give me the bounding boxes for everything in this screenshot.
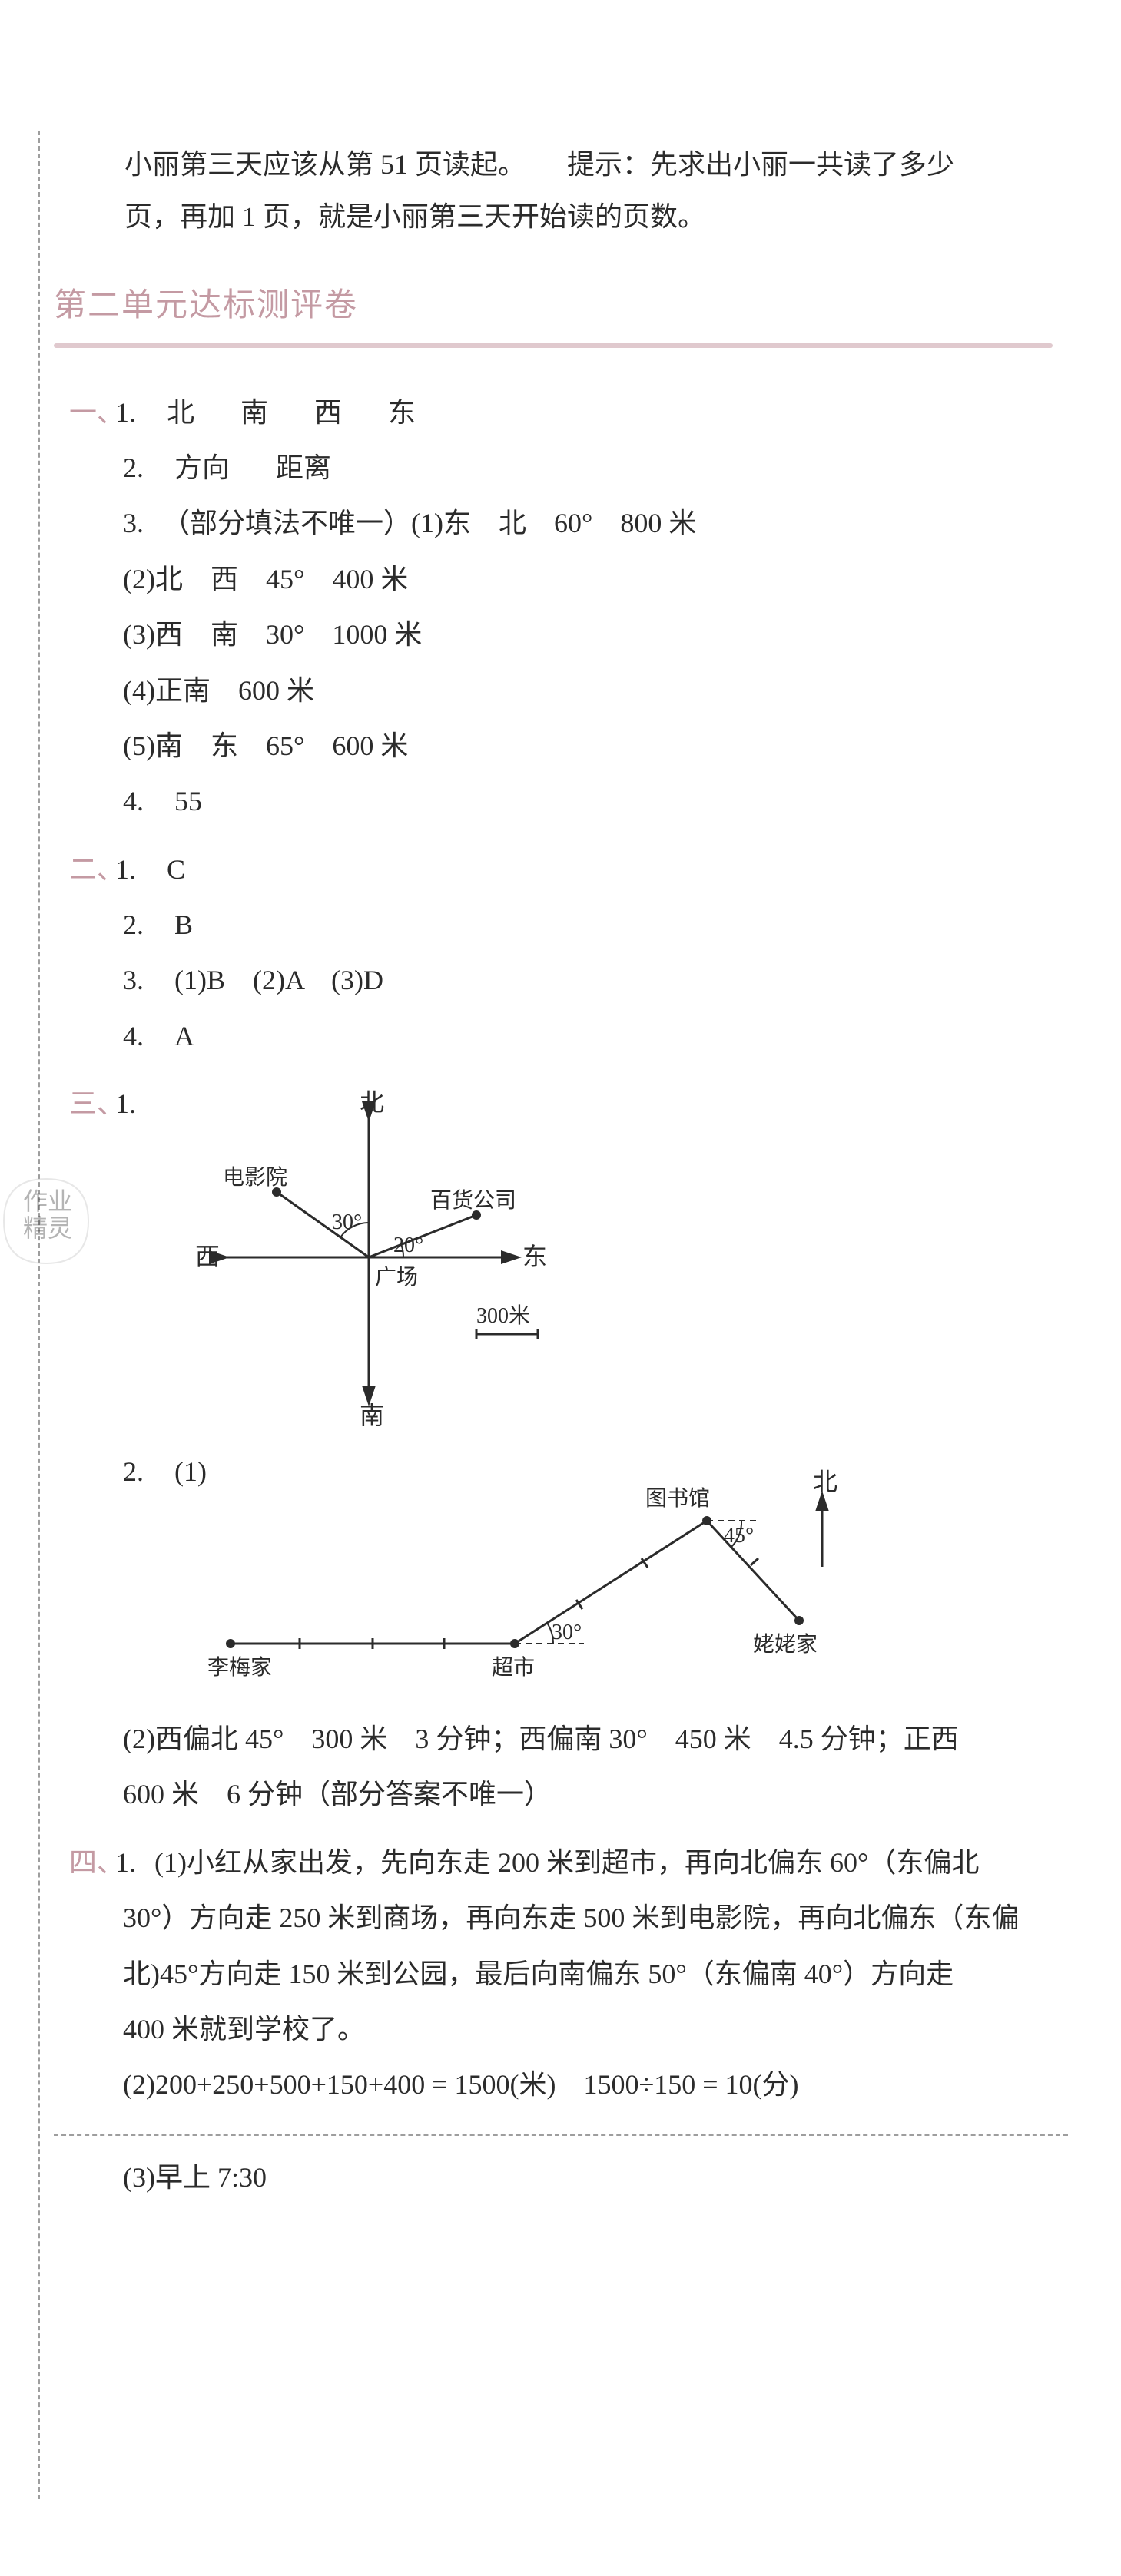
s2-q4-val: A	[174, 1010, 194, 1062]
q1-c: 西	[314, 386, 342, 439]
home-label: 李梅家	[207, 1655, 272, 1680]
section-3-label: 三、	[69, 1078, 115, 1130]
s2-q2-val: B	[174, 899, 193, 951]
svg-text:精灵: 精灵	[23, 1214, 72, 1242]
section-2-q3: 3. (1)B (2)A (3)D	[123, 954, 1067, 1006]
intro-line-2: 页，再加 1 页，就是小丽第三天开始读的页数。	[69, 190, 1067, 243]
center-label: 广场	[375, 1265, 418, 1290]
s4-l6: (3)早上 7:30	[123, 2151, 267, 2204]
s4-l2: 30°）方向走 250 米到商场，再向东走 500 米到电影院，再向北偏东（东偏	[123, 1892, 1019, 1944]
east-label: 东	[522, 1243, 547, 1270]
q1-b: 南	[240, 386, 268, 439]
svg-text:作业: 作业	[23, 1187, 72, 1215]
intro-line-1: 小丽第三天应该从第 51 页读起。 提示：先求出小丽一共读了多少	[69, 138, 1067, 190]
compass-diagram: 北 南 东 西 广场 电影院 百货公司 30° 20° 300米	[169, 1092, 599, 1430]
route-diagram: 北	[184, 1452, 876, 1697]
q2-b: 距离	[276, 442, 331, 494]
section-1-q4: 4. 55	[123, 775, 1067, 827]
s2-q1-num: 1.	[115, 843, 136, 896]
s2-q1-val: C	[167, 843, 185, 896]
s3-q2b-l2: 600 米 6 分钟（部分答案不唯一）	[123, 1768, 552, 1820]
library-label: 图书馆	[645, 1486, 710, 1511]
section-4-q1-l4: 400 米就到学校了。	[123, 2003, 1067, 2055]
section-2-q2: 2. B	[123, 899, 1067, 951]
q4-val: 55	[174, 775, 202, 827]
s3-q2b-l1: (2)西偏北 45° 300 米 3 分钟；西偏南 30° 450 米 4.5 …	[123, 1713, 959, 1765]
section-4-q1-l2: 30°）方向走 250 米到商场，再向东走 500 米到电影院，再向北偏东（东偏	[123, 1892, 1067, 1944]
q3-num: 3.	[123, 497, 144, 549]
content-body: 小丽第三天应该从第 51 页读起。 提示：先求出小丽一共读了多少 页，再加 1 …	[69, 138, 1067, 2204]
angle-left: 30°	[552, 1621, 582, 1644]
s4-q1-num: 1.	[115, 1836, 136, 1889]
s3-q1-num: 1.	[115, 1078, 136, 1130]
unit-title-underline	[54, 343, 1053, 348]
page: 作业 精灵 小丽第三天应该从第 51 页读起。 提示：先求出小丽一共读了多少 页…	[0, 0, 1121, 2576]
q1-num: 1.	[115, 386, 136, 439]
s2-q4-num: 4.	[123, 1010, 144, 1062]
section-4-q1-l1: 四、 1. (1)小红从家出发，先向东走 200 米到超市，再向北偏东 60°（…	[69, 1836, 1067, 1889]
section-1-q3-l5: (5)南 东 65° 600 米	[123, 720, 1067, 772]
q1-d: 东	[388, 386, 416, 439]
section-3-q2b-l2: 600 米 6 分钟（部分答案不唯一）	[123, 1768, 1067, 1820]
supermarket-label: 超市	[492, 1655, 535, 1680]
s4-l5: (2)200+250+500+150+400 = 1500(米) 1500÷15…	[123, 2058, 799, 2111]
watermark-stamp: 作业 精灵	[0, 1175, 92, 1267]
s3-q2-num: 2.	[123, 1445, 144, 1498]
angle-right: 45°	[724, 1524, 754, 1548]
s4-l1: (1)小红从家出发，先向东走 200 米到超市，再向北偏东 60°（东偏北	[154, 1836, 979, 1889]
section-2-label: 二、	[69, 843, 115, 896]
unit-title: 第二单元达标测评卷	[54, 274, 1067, 336]
section-1-q1: 一、 1. 北 南 西 东	[69, 386, 1067, 439]
q3-l4: (4)正南 600 米	[123, 664, 314, 717]
north-label: 北	[360, 1088, 384, 1116]
section-1-q2: 2. 方向 距离	[123, 442, 1067, 494]
section-4-q1-l3: 北)45°方向走 150 米到公园，最后向南偏东 50°（东偏南 40°）方向走	[123, 1948, 1067, 2000]
section-1-q3-l2: (2)北 西 45° 400 米	[123, 553, 1067, 605]
q3-l1: （部分填法不唯一）(1)东 北 60° 800 米	[162, 497, 696, 549]
section-4-q1-l6: (3)早上 7:30	[123, 2151, 1067, 2204]
section-1-label: 一、	[69, 386, 115, 439]
q2-a: 方向	[174, 442, 230, 494]
scale-label: 300米	[476, 1303, 530, 1328]
north2-label: 北	[813, 1468, 837, 1495]
store-label: 百货公司	[430, 1188, 516, 1213]
section-1-q3-l4: (4)正南 600 米	[123, 664, 1067, 717]
s2-q3-text: (1)B (2)A (3)D	[174, 954, 383, 1006]
cinema-label: 电影院	[223, 1165, 287, 1190]
bottom-separator	[54, 2134, 1068, 2136]
section-4-q1-l5: (2)200+250+500+150+400 = 1500(米) 1500÷15…	[123, 2058, 1067, 2111]
section-4-label: 四、	[69, 1836, 115, 1889]
q3-l2: (2)北 西 45° 400 米	[123, 553, 408, 605]
section-2-q1: 二、 1. C	[69, 843, 1067, 896]
q3-l3: (3)西 南 30° 1000 米	[123, 608, 422, 661]
west-label: 西	[195, 1243, 220, 1270]
section-1-q3: 3. （部分填法不唯一）(1)东 北 60° 800 米	[123, 497, 1067, 549]
q2-num: 2.	[123, 442, 144, 494]
left-margin-rule	[38, 131, 40, 2499]
angle-top: 30°	[332, 1210, 362, 1234]
s2-q2-num: 2.	[123, 899, 144, 951]
s2-q3-num: 3.	[123, 954, 144, 1006]
section-1-q3-l3: (3)西 南 30° 1000 米	[123, 608, 1067, 661]
q4-num: 4.	[123, 775, 144, 827]
south-label: 南	[360, 1402, 384, 1429]
q3-l5: (5)南 东 65° 600 米	[123, 720, 408, 772]
s4-l4: 400 米就到学校了。	[123, 2003, 365, 2055]
grandma-label: 姥姥家	[753, 1632, 818, 1657]
s4-l3: 北)45°方向走 150 米到公园，最后向南偏东 50°（东偏南 40°）方向走	[123, 1948, 954, 2000]
section-3-q2b-l1: (2)西偏北 45° 300 米 3 分钟；西偏南 30° 450 米 4.5 …	[123, 1713, 1067, 1765]
section-2-q4: 4. A	[123, 1010, 1067, 1062]
q1-a: 北	[167, 386, 194, 439]
angle-bottom: 20°	[393, 1233, 423, 1257]
